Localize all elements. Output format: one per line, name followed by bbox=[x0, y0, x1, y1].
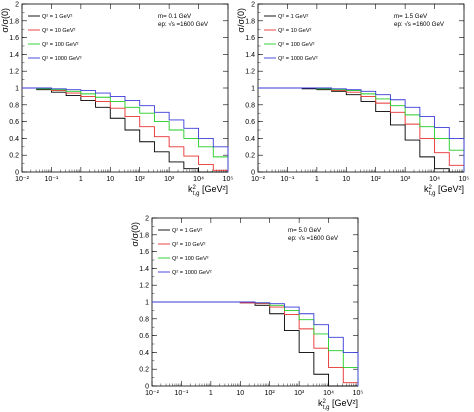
y-tick-label: 0.6 bbox=[9, 119, 19, 126]
series-line-1 bbox=[152, 301, 358, 387]
x-tick-label: 10³ bbox=[294, 390, 305, 397]
y-tick-label: 2 bbox=[15, 2, 19, 9]
y-tick-label: 0.4 bbox=[9, 136, 19, 143]
x-tick-label: 10⁻² bbox=[145, 390, 159, 397]
chart-panel-1: 0 0.2 0.4 0.6 0.8 1 1.2 1.4 1.6 1.8 2 10⁻² 10⁻¹ 1 10 10… bbox=[0, 2, 233, 198]
series-line-4 bbox=[152, 301, 359, 386]
x-tick-label: 10⁻² bbox=[251, 176, 265, 183]
y-tick-label: 1.2 bbox=[9, 69, 19, 76]
legend-entry: Q² = 1000 GeV² bbox=[278, 56, 318, 62]
x-tick-label: 10 bbox=[342, 176, 350, 183]
legend-entry: Q² = 10 GeV² bbox=[172, 242, 206, 248]
series-line-1 bbox=[22, 87, 228, 173]
legend-entry: Q² = 100 GeV² bbox=[42, 42, 79, 48]
x-tick-label: 10 bbox=[106, 176, 114, 183]
y-tick-label: 0.8 bbox=[139, 316, 149, 323]
y-axis-label: σ/σ(0) bbox=[130, 222, 140, 247]
series-line-3 bbox=[22, 87, 229, 172]
y-tick-label: 1 bbox=[251, 86, 255, 93]
legend-entry: Q² = 10 GeV² bbox=[278, 28, 312, 34]
y-tick-label: 1.2 bbox=[139, 283, 149, 290]
chart-panel-3: 0 0.2 0.4 0.6 0.8 1 1.2 1.4 1.6 1.8 2 10⁻² 10⁻¹ 1 10 10… bbox=[130, 216, 363, 412]
y-tick-label: 1.4 bbox=[245, 52, 255, 59]
legend-entry: Q² = 1 GeV² bbox=[42, 14, 72, 20]
y-tick-label: 1.4 bbox=[9, 52, 19, 59]
x-tick-label: 10⁴ bbox=[429, 176, 440, 183]
y-tick-label: 1.8 bbox=[245, 18, 255, 25]
x-tick-label: 1 bbox=[209, 390, 213, 397]
x-tick-label: 10² bbox=[265, 390, 276, 397]
x-axis-label: k2 t,g [GeV²] bbox=[318, 398, 358, 411]
legend-entry: Q² = 1 GeV² bbox=[278, 14, 308, 20]
x-axis-label: k2 t,g [GeV²] bbox=[188, 184, 228, 197]
y-axis-label: σ/σ(0) bbox=[236, 8, 246, 33]
y-tick-label: 1.6 bbox=[9, 35, 19, 42]
mass-label: m= 5.0 GeV bbox=[288, 227, 322, 234]
mass-label: m= 1.5 GeV bbox=[394, 13, 428, 20]
y-tick-label: 1.6 bbox=[245, 35, 255, 42]
x-tick-label: 10⁻¹ bbox=[175, 390, 189, 397]
x-tick-label: 1 bbox=[315, 176, 319, 183]
x-tick-label: 10⁵ bbox=[223, 176, 234, 183]
x-tick-label: 10³ bbox=[164, 176, 175, 183]
x-tick-label: 10² bbox=[371, 176, 382, 183]
y-tick-label: 1.4 bbox=[139, 266, 149, 273]
y-tick-label: 0.6 bbox=[139, 333, 149, 340]
mass-label: m= 0.1 GeV bbox=[158, 13, 192, 20]
y-tick-label: 0.4 bbox=[245, 136, 255, 143]
x-tick-label: 10⁻¹ bbox=[281, 176, 295, 183]
energy-label: ep: √s =1600 GeV bbox=[288, 235, 339, 242]
series-line-2 bbox=[22, 87, 229, 172]
y-tick-label: 0.6 bbox=[245, 119, 255, 126]
x-tick-label: 10⁻² bbox=[15, 176, 29, 183]
energy-label: ep: √s =1600 GeV bbox=[394, 21, 445, 28]
legend-entry: Q² = 10 GeV² bbox=[42, 28, 76, 34]
legend-entry: Q² = 100 GeV² bbox=[278, 42, 315, 48]
legend-entry: Q² = 1 GeV² bbox=[172, 228, 202, 234]
y-tick-label: 1 bbox=[15, 86, 19, 93]
series-line-4 bbox=[22, 87, 229, 172]
series-line-3 bbox=[152, 301, 359, 386]
y-tick-label: 0 bbox=[15, 170, 19, 177]
y-tick-label: 1.8 bbox=[9, 18, 19, 25]
x-tick-label: 10⁴ bbox=[323, 390, 334, 397]
x-tick-label: 10⁻¹ bbox=[45, 176, 59, 183]
y-tick-label: 0 bbox=[145, 384, 149, 391]
series-line-4 bbox=[258, 87, 465, 172]
chart-panel-2: 0 0.2 0.4 0.6 0.8 1 1.2 1.4 1.6 1.8 2 10⁻² 10⁻¹ 1 10 10… bbox=[236, 2, 469, 198]
energy-label: ep: √s =1600 GeV bbox=[158, 21, 209, 28]
legend-entry: Q² = 100 GeV² bbox=[172, 256, 209, 262]
y-tick-label: 1.2 bbox=[245, 69, 255, 76]
y-tick-label: 0.2 bbox=[245, 153, 255, 160]
y-tick-label: 2 bbox=[251, 2, 255, 9]
y-tick-label: 1 bbox=[145, 300, 149, 307]
y-tick-label: 1.8 bbox=[139, 232, 149, 239]
series-line-2 bbox=[152, 301, 359, 386]
x-tick-label: 10 bbox=[236, 390, 244, 397]
x-axis-label: k2 t,g [GeV²] bbox=[424, 184, 464, 197]
x-tick-label: 10³ bbox=[400, 176, 411, 183]
x-tick-label: 10⁵ bbox=[459, 176, 470, 183]
y-tick-label: 0.8 bbox=[9, 102, 19, 109]
y-tick-label: 0.2 bbox=[9, 153, 19, 160]
y-tick-label: 0.8 bbox=[245, 102, 255, 109]
x-tick-label: 10⁵ bbox=[353, 390, 364, 397]
y-tick-label: 0.4 bbox=[139, 350, 149, 357]
x-tick-label: 10⁴ bbox=[193, 176, 204, 183]
y-tick-label: 1.6 bbox=[139, 249, 149, 256]
legend-entry: Q² = 1000 GeV² bbox=[42, 56, 82, 62]
legend-entry: Q² = 1000 GeV² bbox=[172, 270, 212, 276]
y-tick-label: 0.2 bbox=[139, 367, 149, 374]
y-tick-label: 0 bbox=[251, 170, 255, 177]
y-axis-label: σ/σ(0) bbox=[0, 8, 10, 33]
series-line-1 bbox=[258, 87, 464, 173]
x-tick-label: 10² bbox=[135, 176, 146, 183]
y-tick-label: 2 bbox=[145, 216, 149, 223]
x-tick-label: 1 bbox=[79, 176, 83, 183]
